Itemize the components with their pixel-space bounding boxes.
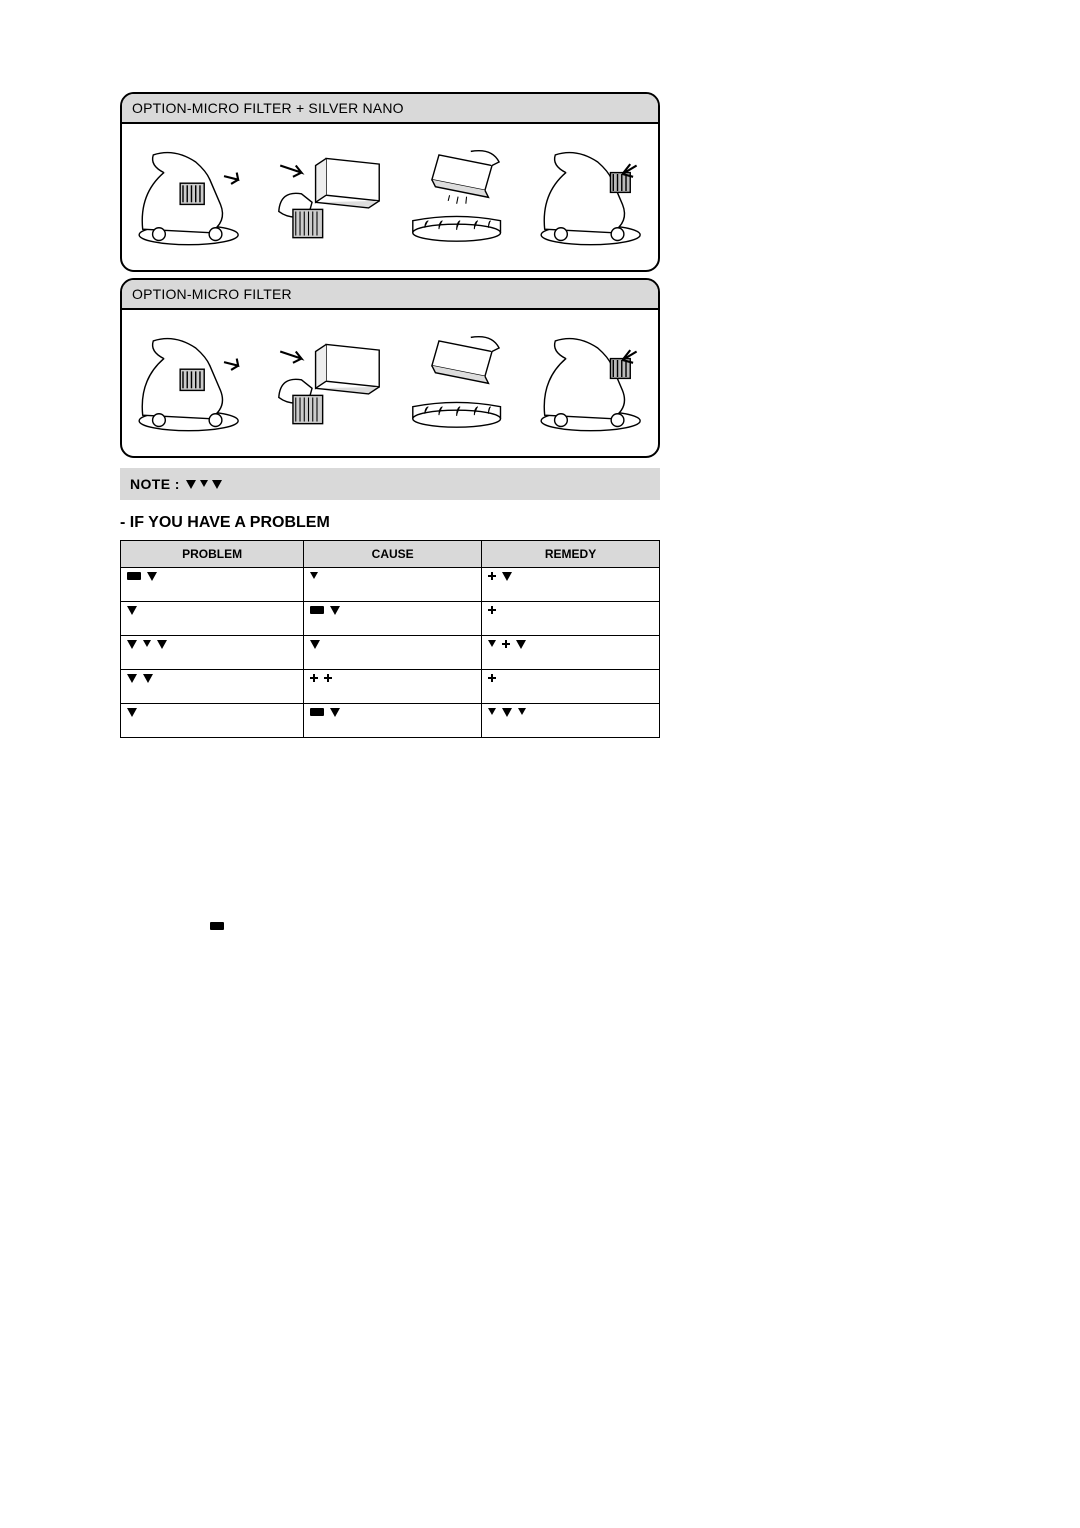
illustration-step-4 [524,124,658,270]
table-row [121,704,660,738]
table-cell [304,636,482,670]
illustration-step-4 [524,310,658,456]
table-cell [121,670,304,704]
mark-icon [210,922,224,930]
table-row [121,670,660,704]
table-cell [482,636,660,670]
vacuum-insert-icon [527,314,654,453]
panel-illustrations [122,124,658,270]
illustration-step-2 [256,124,390,270]
manual-page: OPTION-MICRO FILTER + SILVER NANO [120,92,660,738]
panel-illustrations [122,310,658,456]
troubleshoot-table: PROBLEM CAUSE REMEDY [120,540,660,738]
filter-clean-icon [393,314,520,453]
note-bar: NOTE : [120,468,660,500]
col-header-remedy: REMEDY [482,541,660,568]
illustration-step-1 [122,124,256,270]
table-cell [304,704,482,738]
filter-panel-silver-nano: OPTION-MICRO FILTER + SILVER NANO [120,92,660,272]
table-cell [482,568,660,602]
filter-panel-micro: OPTION-MICRO FILTER [120,278,660,458]
illustration-step-3 [390,310,524,456]
table-cell [121,602,304,636]
vacuum-insert-icon [527,128,654,267]
filter-remove-icon [259,128,386,267]
troubleshoot-heading: - IF YOU HAVE A PROBLEM [120,514,660,532]
table-cell [304,602,482,636]
table-cell [121,636,304,670]
col-header-problem: PROBLEM [121,541,304,568]
table-cell [482,704,660,738]
filter-clean-icon [393,128,520,267]
note-label: NOTE : [130,476,180,492]
filter-remove-icon [259,314,386,453]
table-cell [121,568,304,602]
col-header-cause: CAUSE [304,541,482,568]
table-cell [482,670,660,704]
illustration-step-3 [390,124,524,270]
table-row [121,636,660,670]
illustration-step-1 [122,310,256,456]
table-cell [121,704,304,738]
compliance-mark [210,922,230,930]
panel-title: OPTION-MICRO FILTER + SILVER NANO [122,94,658,124]
note-glyphs [186,480,222,489]
table-cell [304,568,482,602]
illustration-step-2 [256,310,390,456]
vacuum-open-icon [125,314,252,453]
table-header-row: PROBLEM CAUSE REMEDY [121,541,660,568]
table-row [121,568,660,602]
panel-title: OPTION-MICRO FILTER [122,280,658,310]
table-cell [304,670,482,704]
table-cell [482,602,660,636]
table-row [121,602,660,636]
vacuum-open-icon [125,128,252,267]
